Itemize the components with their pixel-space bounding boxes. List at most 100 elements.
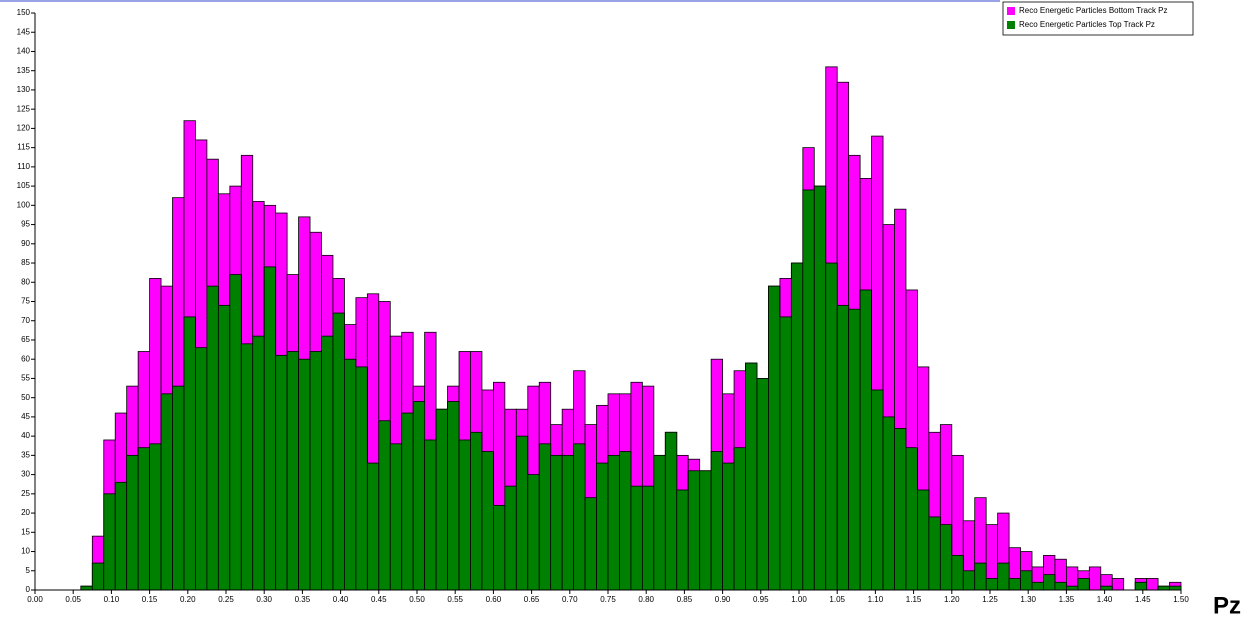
bar [527,474,540,591]
bar [435,408,448,591]
bar [458,439,471,591]
bar [745,362,758,591]
bar [756,378,769,591]
y-tick-label: 50 [21,393,30,402]
x-tick-label: 1.25 [982,595,998,604]
y-tick-label: 35 [21,450,30,459]
x-tick-label: 0.55 [447,595,463,604]
bar [91,562,105,591]
bar [172,385,185,591]
bar [802,189,815,591]
y-tick-label: 135 [17,66,31,75]
bar [619,451,632,591]
bar [1100,585,1113,591]
bar [836,304,850,591]
bar [848,308,861,591]
bar [252,335,265,591]
bar [206,285,219,591]
bar [825,262,838,591]
y-tick-label: 0 [26,585,31,594]
bar [1111,578,1125,591]
bar [1066,585,1079,591]
bar [275,354,288,591]
bar [1134,581,1148,591]
bar [905,447,918,591]
bar [126,454,139,591]
bar [1088,566,1102,591]
bar [366,462,380,591]
y-tick-label: 130 [17,85,31,94]
x-tick-label: 1.30 [1020,595,1036,604]
bar [813,185,827,591]
x-tick-label: 1.05 [829,595,845,604]
y-tick-label: 5 [26,566,31,575]
y-tick-label: 55 [21,374,30,383]
y-tick-label: 100 [17,200,31,209]
bar [1008,578,1021,591]
bar [412,401,426,591]
bar [114,481,128,591]
bar [217,304,231,591]
y-tick-label: 145 [17,27,31,36]
legend-label: Reco Energetic Particles Top Track Pz [1019,20,1155,29]
x-tick-label: 0.50 [409,595,425,604]
y-tick-label: 85 [21,258,30,267]
x-tick-label: 0.80 [638,595,654,604]
bar [80,585,93,591]
x-tick-label: 0.35 [295,595,311,604]
bar [424,439,437,591]
bar [939,524,953,591]
legend-box [1002,1,1194,36]
bar [790,262,804,591]
bar [355,366,368,591]
bar [894,428,907,591]
bar [871,389,884,591]
y-tick-label: 110 [17,162,30,171]
bar [653,454,666,591]
bar [882,416,895,591]
y-tick-label: 150 [17,8,31,17]
x-tick-label: 0.75 [600,595,616,604]
y-tick-label: 15 [21,527,30,536]
bar [928,516,941,591]
x-tick-label: 1.20 [944,595,960,604]
bar [676,489,689,591]
bar [183,316,196,591]
bar [985,578,999,591]
bar [664,431,678,591]
legend: Reco Energetic Particles Bottom Track Pz… [1002,1,1194,36]
y-tick-label: 30 [21,470,30,479]
bar [699,470,712,591]
x-tick-label: 0.00 [27,595,43,604]
bar [607,454,620,591]
bar [447,401,460,591]
bar [687,470,701,591]
legend-swatch [1007,7,1015,15]
bar [974,562,987,591]
y-tick-label: 75 [21,297,30,306]
bar [859,289,872,591]
bar [710,451,724,591]
x-tick-label: 0.30 [256,595,272,604]
bar [768,285,781,591]
x-axis-label: Pz [1213,592,1241,619]
bar [1077,578,1090,591]
bar [103,493,116,591]
y-tick-label: 60 [21,354,30,363]
x-tick-label: 0.20 [180,595,196,604]
bar [298,358,311,591]
bar [997,562,1010,591]
y-tick-label: 40 [21,431,30,440]
x-tick-label: 1.40 [1097,595,1113,604]
x-tick-label: 1.00 [791,595,807,604]
y-tick-label: 80 [21,277,30,286]
y-tick-label: 10 [21,547,30,556]
bar [309,351,322,591]
y-tick-label: 115 [17,143,30,152]
x-tick-label: 0.85 [677,595,693,604]
bar [1054,581,1067,591]
x-tick-label: 0.90 [715,595,731,604]
bar [504,485,517,591]
bar [779,316,792,591]
x-tick-label: 0.65 [524,595,540,604]
